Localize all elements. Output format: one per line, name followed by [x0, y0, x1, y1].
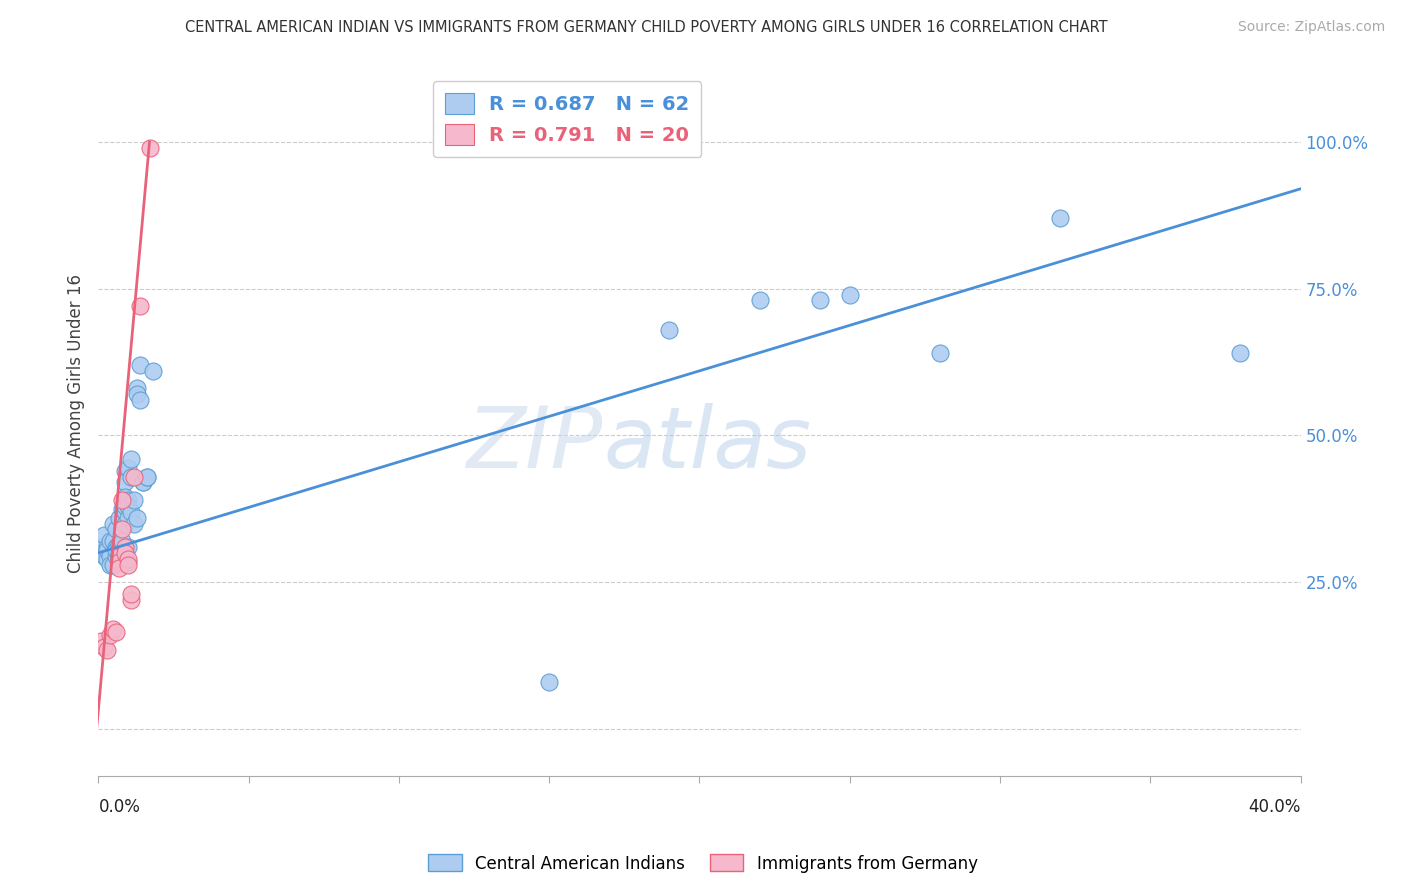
Point [105, 523, 128, 537]
Point [117, 493, 139, 508]
Point [124, 469, 146, 483]
Point [117, 551, 139, 566]
Point [117, 540, 139, 554]
Point [96, 540, 118, 554]
Point [658, 323, 681, 337]
Point [808, 293, 831, 308]
Y-axis label: Child Poverty Among Girls Under 16: Child Poverty Among Girls Under 16 [66, 274, 84, 574]
Point [108, 555, 131, 569]
Point [141, 364, 163, 378]
Point [114, 499, 136, 513]
Point [90, 540, 112, 554]
Point [100, 558, 122, 572]
Point [103, 534, 125, 549]
Point [114, 505, 136, 519]
Point [1049, 211, 1071, 226]
Point [96, 642, 118, 657]
Point [105, 540, 128, 554]
Point [111, 493, 134, 508]
Point [96, 551, 118, 566]
Text: Source: ZipAtlas.com: Source: ZipAtlas.com [1237, 20, 1385, 34]
Point [748, 293, 770, 308]
Point [117, 558, 139, 572]
Point [105, 625, 128, 640]
Point [108, 537, 131, 551]
Point [100, 534, 122, 549]
Point [93, 549, 115, 563]
Point [135, 469, 157, 483]
Point [103, 558, 125, 572]
Point [100, 549, 122, 563]
Point [127, 387, 149, 401]
Point [129, 299, 152, 313]
Point [1229, 346, 1251, 360]
Point [121, 505, 143, 519]
Point [135, 469, 157, 483]
Text: 40.0%: 40.0% [1249, 797, 1301, 815]
Point [108, 549, 131, 563]
Point [108, 560, 131, 574]
Point [114, 475, 136, 490]
Point [117, 499, 139, 513]
Point [108, 546, 131, 560]
Point [538, 675, 561, 690]
Legend: R = 0.687   N = 62, R = 0.791   N = 20: R = 0.687 N = 62, R = 0.791 N = 20 [433, 81, 702, 156]
Point [111, 549, 134, 563]
Point [111, 534, 134, 549]
Text: 0.0%: 0.0% [98, 797, 141, 815]
Point [108, 510, 131, 524]
Point [838, 287, 860, 301]
Point [111, 523, 134, 537]
Point [108, 540, 131, 554]
Text: atlas: atlas [603, 403, 811, 486]
Point [105, 543, 128, 558]
Point [114, 540, 136, 554]
Point [929, 346, 952, 360]
Point [121, 451, 143, 466]
Point [117, 510, 139, 524]
Point [96, 543, 118, 558]
Point [114, 546, 136, 560]
Point [111, 551, 134, 566]
Point [103, 622, 125, 636]
Point [90, 634, 112, 648]
Legend: Central American Indians, Immigrants from Germany: Central American Indians, Immigrants fro… [422, 847, 984, 880]
Point [121, 587, 143, 601]
Point [108, 551, 131, 566]
Point [129, 393, 152, 408]
Point [127, 382, 149, 396]
Point [132, 475, 155, 490]
Point [124, 516, 146, 531]
Point [114, 490, 136, 504]
Point [117, 555, 139, 569]
Point [93, 528, 115, 542]
Point [111, 501, 134, 516]
Point [129, 358, 152, 372]
Point [138, 141, 160, 155]
Point [114, 516, 136, 531]
Point [93, 640, 115, 654]
Point [103, 516, 125, 531]
Point [105, 549, 128, 563]
Point [108, 549, 131, 563]
Text: CENTRAL AMERICAN INDIAN VS IMMIGRANTS FROM GERMANY CHILD POVERTY AMONG GIRLS UND: CENTRAL AMERICAN INDIAN VS IMMIGRANTS FR… [186, 20, 1108, 35]
Point [127, 510, 149, 524]
Point [111, 549, 134, 563]
Text: ZIP: ZIP [467, 403, 603, 486]
Point [114, 464, 136, 478]
Point [121, 469, 143, 483]
Point [100, 628, 122, 642]
Point [117, 460, 139, 475]
Point [121, 592, 143, 607]
Point [124, 493, 146, 508]
Point [132, 475, 155, 490]
